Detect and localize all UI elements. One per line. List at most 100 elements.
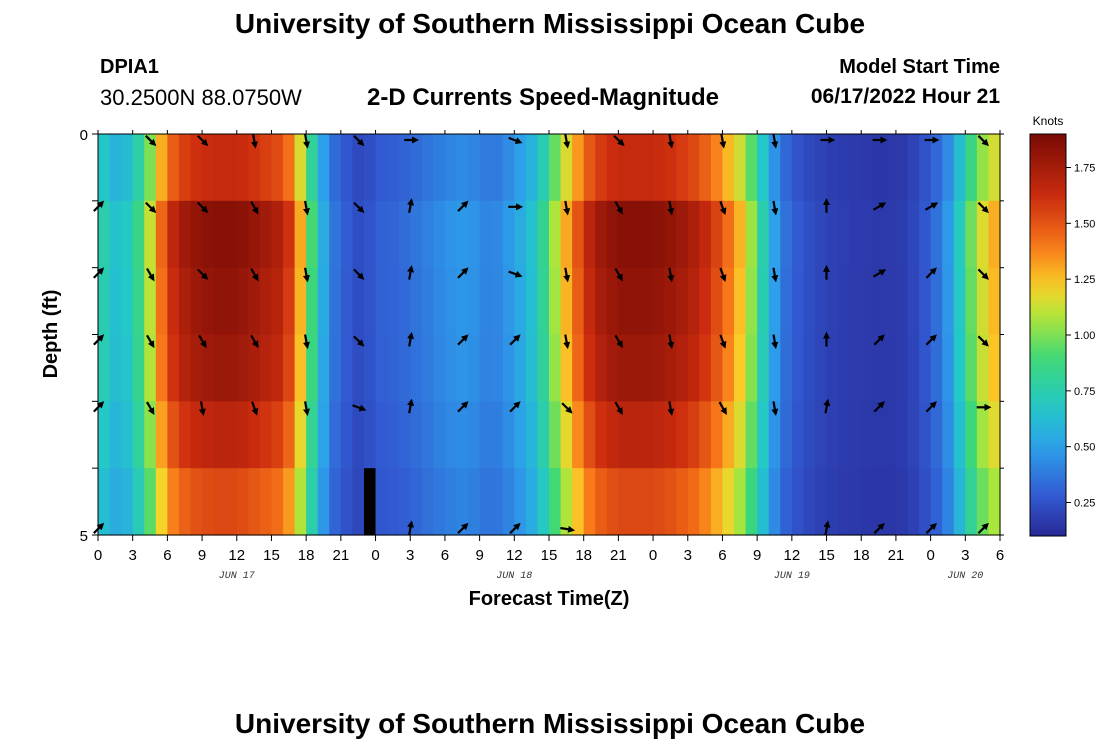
heat-cell <box>583 134 596 202</box>
heat-cell <box>930 200 943 269</box>
heat-cell <box>618 267 631 336</box>
heat-cell <box>768 200 781 269</box>
heat-cell <box>132 468 145 536</box>
heat-cell <box>479 401 492 469</box>
heat-cell <box>398 267 411 336</box>
heat-cell <box>953 401 966 469</box>
heat-cell <box>687 334 700 402</box>
x-axis-label: Forecast Time(Z) <box>469 588 630 610</box>
heat-cell <box>202 267 215 336</box>
heat-cell <box>664 134 677 202</box>
heat-cell <box>734 334 747 402</box>
heat-cell <box>387 401 400 469</box>
current-arrow <box>560 525 576 533</box>
heat-cell <box>271 401 284 469</box>
current-arrow <box>873 522 885 534</box>
colorbar-tick-label: 1.50 <box>1074 218 1095 230</box>
model-start-value: 06/17/2022 Hour 21 <box>810 85 1000 108</box>
current-arrow <box>667 267 675 283</box>
heat-cell <box>745 267 758 336</box>
heat-cell <box>178 401 192 469</box>
heat-cell <box>572 468 585 536</box>
x-tick-label: 9 <box>475 547 483 564</box>
heat-cell <box>895 200 909 269</box>
heat-cell <box>965 267 978 336</box>
heat-cell <box>178 468 192 536</box>
heat-cell <box>502 134 515 202</box>
current-arrow <box>925 522 937 534</box>
heat-cell <box>895 267 909 336</box>
heat-cell <box>456 267 469 336</box>
heat-cell <box>248 334 261 402</box>
heat-cell <box>595 468 608 536</box>
heat-cell <box>560 334 573 402</box>
heat-cell <box>687 267 700 336</box>
heat-cell <box>363 334 377 402</box>
heat-cell <box>387 334 400 402</box>
heat-cell <box>907 334 920 402</box>
x-tick-label: 0 <box>649 547 657 564</box>
heat-cell <box>710 200 724 269</box>
heat-cell <box>502 200 515 269</box>
heat-cell <box>919 334 932 402</box>
current-arrow <box>353 335 365 347</box>
heat-cell <box>225 401 238 469</box>
heat-cell <box>144 267 157 336</box>
heat-cell <box>595 134 608 202</box>
current-arrow <box>873 334 885 346</box>
heat-cell <box>849 267 862 336</box>
heat-cell <box>294 200 307 269</box>
heat-cell <box>537 401 550 469</box>
heat-cell <box>745 468 758 536</box>
heat-cell <box>629 334 643 402</box>
heat-cell <box>780 468 793 536</box>
current-arrow <box>563 267 571 283</box>
heat-cell <box>121 134 134 202</box>
heat-cell <box>410 134 423 202</box>
heat-cell <box>699 468 712 536</box>
heat-cell <box>98 267 111 336</box>
heat-cell <box>433 334 446 402</box>
heat-cell <box>884 468 897 536</box>
heat-cell <box>190 334 203 402</box>
heat-cell <box>433 200 446 269</box>
heat-cell <box>988 134 1001 202</box>
heat-cell <box>653 267 666 336</box>
heat-cell <box>572 200 585 269</box>
heat-cell <box>629 134 643 202</box>
current-arrow <box>198 334 207 349</box>
current-arrow <box>508 136 523 144</box>
heat-cell <box>537 134 550 202</box>
heat-cell <box>641 401 654 469</box>
heat-cell <box>479 134 492 202</box>
heat-cell <box>722 334 735 402</box>
heat-cell <box>653 468 666 536</box>
heat-cell <box>768 334 781 402</box>
heat-cell <box>919 468 932 536</box>
heat-cell <box>722 267 735 336</box>
heat-cell <box>895 468 909 536</box>
heat-cell <box>699 401 712 469</box>
heat-cell <box>259 334 273 402</box>
date-label: JUN 19 <box>774 571 810 582</box>
heat-cell <box>629 267 643 336</box>
heat-cell <box>456 334 469 402</box>
y-tick-label: 5 <box>80 528 88 545</box>
heat-cell <box>849 334 862 402</box>
current-arrow <box>146 401 155 415</box>
heat-cell <box>838 401 851 469</box>
heat-cell <box>953 134 966 202</box>
colorbar-tick-label: 0.75 <box>1074 386 1095 398</box>
heat-cell <box>699 200 712 269</box>
heat-cell <box>618 134 631 202</box>
heat-cell <box>248 401 261 469</box>
heat-cell <box>849 200 862 269</box>
heatmap-cells <box>98 134 1001 536</box>
heat-cell <box>375 200 388 269</box>
heat-cell <box>699 334 712 402</box>
current-arrow <box>614 267 623 282</box>
heat-cell <box>722 134 735 202</box>
x-tick-label: 12 <box>506 547 523 564</box>
current-arrow <box>719 133 727 149</box>
heat-cell <box>549 200 562 269</box>
